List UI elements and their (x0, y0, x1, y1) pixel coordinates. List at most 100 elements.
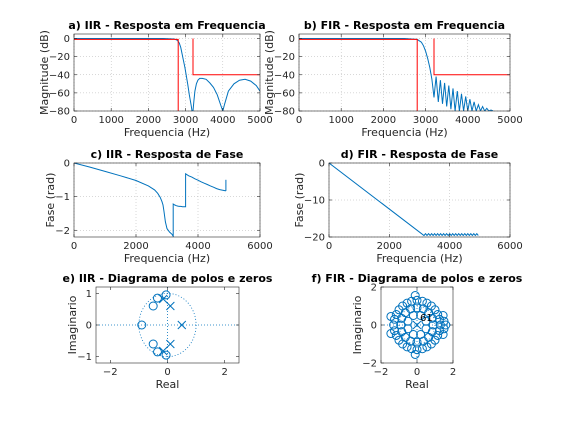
y-tick-label: −80 (49, 107, 70, 118)
x-axis-label: Frequencia (Hz) (361, 126, 447, 139)
zero-marker (438, 330, 448, 339)
x-tick-label: 3000 (413, 115, 438, 126)
spec-line (192, 38, 260, 76)
zero-marker (408, 330, 418, 339)
y-tick-label: 2 (371, 283, 377, 294)
zero-marker (161, 290, 171, 300)
y-tick-label: 0 (319, 159, 325, 170)
pole-marker (166, 339, 175, 349)
zero-marker (438, 311, 448, 320)
x-tick-label: 2000 (123, 241, 148, 252)
x-tick-label: 4000 (210, 115, 235, 126)
y-tick-label: −2 (55, 226, 70, 237)
zero-marker (394, 305, 404, 315)
plot-content (74, 38, 260, 111)
x-tick-label: 3000 (173, 115, 198, 126)
y-tick-label: −20 (274, 52, 295, 63)
pole-marker (166, 301, 175, 311)
zero-marker (396, 320, 406, 330)
x-tick-label: −2 (103, 367, 118, 378)
plot-area (74, 34, 260, 111)
response-line (299, 38, 494, 111)
zero-marker (161, 350, 171, 360)
zero-marker (421, 324, 431, 334)
axes-box (73, 162, 261, 238)
x-tick-label: −2 (374, 367, 389, 378)
y-tick-label: −60 (274, 88, 295, 99)
y-tick-label: −20 (49, 52, 70, 63)
plot-area (74, 163, 260, 237)
zero-marker (148, 339, 158, 349)
zero-marker (428, 320, 438, 330)
zero-marker (416, 330, 426, 339)
x-tick-label: 0 (164, 367, 170, 378)
x-tick-label: 6000 (247, 241, 272, 252)
x-tick-label: 2000 (136, 115, 161, 126)
x-tick-label: 0 (296, 115, 302, 126)
y-tick-label: 1 (86, 289, 92, 300)
plot-content (96, 287, 239, 363)
plot-area (299, 34, 510, 111)
y-tick-label: −40 (49, 70, 70, 81)
x-tick-label: 5000 (497, 115, 522, 126)
unit-circle (398, 305, 436, 345)
y-tick-label: −2 (362, 359, 377, 370)
spec-line (74, 38, 179, 111)
y-tick-label: −10 (304, 196, 325, 207)
x-tick-label: 0 (326, 241, 332, 252)
subplot-title: f) FIR - Diagrama de polos e zeros (312, 272, 523, 285)
x-axis-label: Frequencia (Hz) (124, 252, 210, 265)
spec-line (299, 38, 418, 111)
y-axis-label: Magnitude (dB) (38, 30, 51, 115)
x-tick-label: 2 (222, 367, 228, 378)
axes-box (298, 33, 511, 112)
subplot-b: 0 1000 2000 3000 4000 5000 0 −20 −40 −60 −80 b) FIR… (263, 19, 523, 139)
zero-marker (408, 311, 418, 320)
plot-content (329, 163, 479, 237)
plot-content (381, 287, 453, 363)
pole-count-label: 61 (420, 313, 433, 324)
x-axis-label: Real (405, 378, 429, 391)
zero-marker (412, 303, 422, 313)
zero-marker (397, 313, 407, 323)
y-tick-label: 0 (64, 159, 70, 170)
subplot-title: d) FIR - Resposta de Fase (341, 148, 498, 161)
subplot-e: −2 0 2 −1 0 1 e) IIR - Diagrama de polos e zer… (63, 272, 273, 391)
zero-marker (403, 324, 413, 334)
response-line (329, 163, 479, 237)
x-tick-label: 0 (414, 367, 420, 378)
pole-marker (158, 346, 168, 356)
pole-marker (412, 320, 422, 330)
y-tick-label: 0 (86, 321, 92, 332)
x-axis-label: Frequencia (Hz) (124, 126, 210, 139)
spec-line (433, 38, 510, 76)
zero-marker (412, 337, 422, 347)
zero-marker (410, 291, 420, 301)
y-tick-label: 0 (289, 34, 295, 45)
axes-box (73, 33, 261, 112)
x-tick-label: 2000 (371, 115, 396, 126)
x-tick-label: 0 (71, 241, 77, 252)
subplot-c: 0 2000 4000 6000 0 −1 −2 c) IIR - Resposta de F… (44, 148, 273, 265)
pole-marker (158, 294, 168, 304)
unit-circle (138, 292, 197, 358)
y-axis-label: Imaginario (351, 295, 364, 354)
plot-content (74, 163, 227, 237)
x-tick-label: 4000 (437, 241, 462, 252)
x-tick-label: 4000 (185, 241, 210, 252)
pole-marker (177, 320, 187, 330)
x-axis-label: Frequencia (Hz) (376, 252, 462, 265)
subplot-d: 0 2000 4000 6000 0 −10 −20 d) FIR - Resposta de… (293, 148, 523, 265)
zero-marker (152, 347, 162, 357)
zero-marker (152, 293, 162, 303)
x-tick-label: 2 (450, 367, 456, 378)
x-tick-label: 5000 (247, 115, 272, 126)
y-tick-label: 0 (64, 34, 70, 45)
zero-marker (397, 327, 407, 337)
y-axis-label: Fase (rad) (293, 173, 306, 228)
zero-marker (386, 311, 396, 321)
subplot-title: b) FIR - Resposta em Frequencia (304, 19, 505, 32)
x-tick-label: 1000 (98, 115, 123, 126)
plot-content (299, 38, 510, 111)
